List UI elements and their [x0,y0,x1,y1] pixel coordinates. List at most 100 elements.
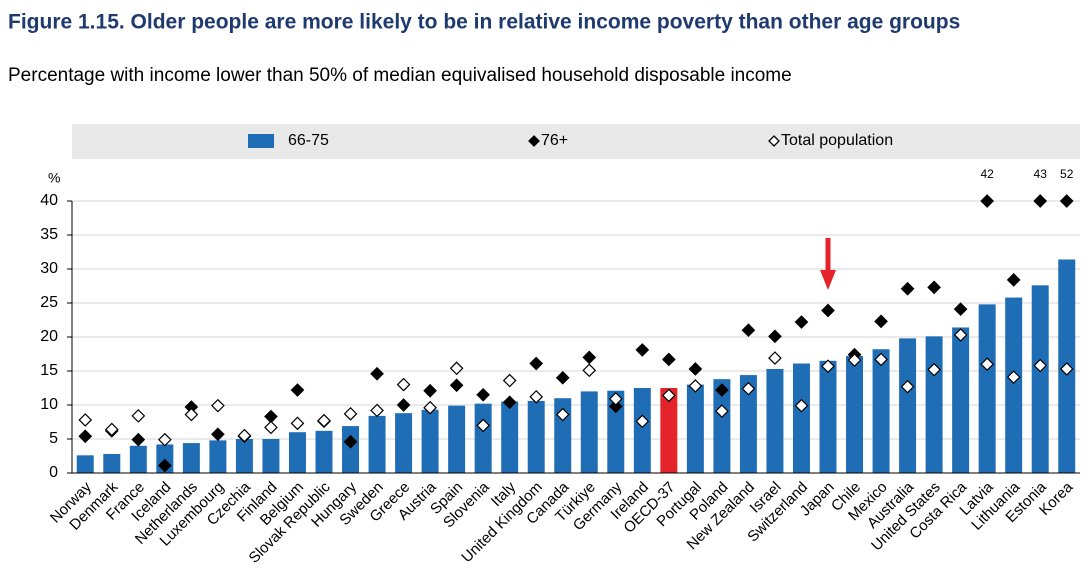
hollow-diamond [104,422,119,437]
diamond [529,356,544,371]
hollow-diamond [768,351,782,365]
bar [580,391,598,473]
hollow-diamond [317,413,331,428]
bar [501,401,519,473]
bar [792,363,810,473]
hollow-diamond [1059,362,1074,376]
bar [76,455,94,473]
diamond [423,383,437,398]
bar [686,384,704,473]
diamond [290,383,305,397]
hollow-diamond [900,379,915,394]
y-tick-label: 30 [40,260,58,277]
data-label: 52 [1060,167,1074,181]
diamond [688,362,703,376]
diamond [715,383,729,397]
legend-background [72,124,1080,159]
hollow-diamond [847,353,862,367]
hollow-diamond [423,400,437,415]
data-label: 42 [980,167,994,181]
hollow-diamond [211,398,225,413]
hollow-diamond [555,407,570,422]
hollow-diamond [874,352,888,367]
bar [846,356,864,473]
diamond [370,366,384,381]
diamond [449,378,464,393]
diamond [741,323,756,338]
diamond [661,352,676,367]
bar [288,432,306,473]
diamond [821,303,835,318]
bar [872,349,890,473]
hollow-diamond [502,373,517,388]
hollow-diamond [582,363,597,378]
bar [713,379,731,473]
bar [448,405,466,473]
bar [474,403,492,473]
bar [925,336,943,473]
y-unit: % [48,170,60,186]
bar [660,388,678,473]
diamond [874,314,888,329]
diamond [900,281,915,296]
bar [952,327,970,473]
chart-subtitle: Percentage with income lower than 50% of… [8,65,792,86]
hollow-diamond [715,404,729,418]
diamond [1006,273,1021,287]
bar [1031,285,1049,473]
y-tick-label: 20 [40,328,58,345]
hollow-diamond [343,406,358,421]
bar [368,415,386,473]
hollow-diamond [157,432,172,447]
diamond [768,329,782,344]
annotation-arrow-head [820,270,836,290]
legend-swatch [768,135,780,147]
bar [819,360,837,473]
hollow-diamond [741,381,756,396]
diamond [953,302,968,316]
bar [978,304,996,473]
diamond [980,194,995,208]
y-tick-label: 25 [40,294,58,311]
y-tick-label: 40 [40,192,58,209]
bar [739,375,757,473]
bar [766,368,784,473]
diamond [555,370,570,385]
bar [607,390,625,473]
bar [209,440,227,473]
bar [1005,297,1023,473]
hollow-diamond [608,392,623,406]
hollow-diamond [688,379,703,393]
hollow-diamond [927,362,941,377]
hollow-diamond [794,398,809,413]
hollow-diamond [476,418,491,433]
hollow-diamond [131,409,146,423]
diamond [131,432,146,447]
legend-label: 66-75 [288,132,329,149]
diamond [78,429,93,444]
hollow-diamond [290,416,305,431]
bar [633,388,651,473]
bar [527,400,545,473]
bar [395,413,413,473]
diamond [794,315,809,329]
y-tick-label: 35 [40,226,58,243]
diamond [476,387,491,402]
diamond [1033,194,1048,208]
hollow-diamond [1033,358,1048,373]
bar [235,439,253,473]
bar [103,453,121,473]
hollow-diamond [661,388,676,403]
hollow-diamond [237,428,252,443]
chart-title: Figure 1.15. Older people are more likel… [8,11,960,34]
hollow-diamond [78,413,93,427]
legend-swatch [528,135,540,147]
diamond [582,350,597,365]
diamond [211,427,225,442]
y-tick-label: 0 [49,464,58,481]
bar [899,338,917,473]
hollow-diamond [370,403,384,418]
data-label: 43 [1034,167,1048,181]
diamond [502,395,517,410]
